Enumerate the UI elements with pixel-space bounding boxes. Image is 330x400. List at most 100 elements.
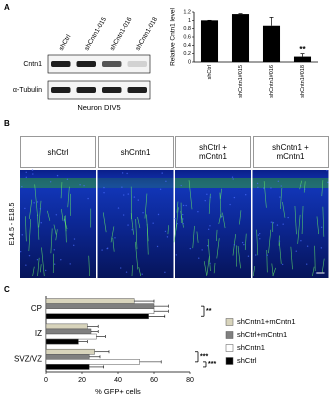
nucleus-dot	[189, 247, 192, 250]
nucleus-dot	[233, 196, 236, 199]
nucleus-dot	[221, 215, 223, 218]
nucleus-dot	[259, 232, 261, 235]
neuron-process	[220, 188, 222, 199]
nucleus-dot	[21, 185, 23, 188]
nucleus-dot	[279, 196, 281, 198]
nucleus-dot	[131, 229, 133, 231]
blot-band	[127, 61, 147, 67]
blot-band	[102, 87, 122, 93]
neuron-process	[271, 263, 274, 277]
cortical-plate	[20, 178, 96, 188]
x-tick-label: 60	[150, 377, 158, 384]
legend-swatch	[225, 318, 234, 326]
nucleus-dot	[185, 204, 187, 207]
nucleus-dot	[19, 250, 22, 253]
nucleus-dot	[63, 219, 66, 222]
neuron-process	[321, 180, 324, 197]
nucleus-dot	[122, 214, 125, 216]
neuron-process	[144, 193, 148, 219]
nucleus-dot	[270, 187, 272, 189]
nucleus-dot	[117, 207, 120, 209]
bar	[293, 56, 312, 62]
column-header: shCtrl + mCntn1	[175, 136, 251, 168]
bar	[45, 359, 140, 365]
nucleus-dot	[206, 193, 208, 195]
bar	[45, 313, 149, 320]
tissue-image	[97, 170, 174, 278]
neuron-process	[88, 255, 90, 277]
nucleus-dot	[55, 214, 58, 216]
lane-label: shCntn1-018	[134, 16, 159, 52]
neuron-process	[175, 207, 179, 231]
neuron-process	[38, 200, 42, 228]
nucleus-dot	[247, 255, 250, 257]
blot-band	[51, 87, 71, 93]
neuron-process	[41, 247, 45, 277]
neuron-process	[290, 246, 293, 270]
nucleus-dot	[126, 172, 128, 175]
neuron-process	[65, 215, 67, 243]
nucleus-dot	[164, 271, 166, 274]
neuron-process	[237, 246, 241, 269]
nucleus-dot	[256, 182, 259, 185]
neuron-process	[203, 261, 208, 277]
blot-strip	[47, 54, 151, 74]
neuron-process	[50, 228, 53, 254]
bar	[200, 20, 219, 62]
y-tick-label: 0.4	[183, 43, 191, 49]
y-tick-label: 0.6	[183, 34, 191, 40]
nucleus-dot	[180, 184, 182, 187]
legend-swatch	[225, 331, 234, 339]
bar	[45, 338, 79, 345]
neuron-process	[135, 241, 139, 270]
lane-label: shCntn1-016	[109, 16, 134, 52]
nucleus-dot	[259, 238, 261, 240]
nucleus-dot	[306, 263, 308, 265]
nucleus-dot	[304, 188, 306, 190]
nucleus-dot	[197, 211, 199, 213]
x-tick-label: shCtrl	[207, 65, 213, 79]
lane-label: shCtrl	[58, 33, 73, 52]
neuron-process	[53, 224, 57, 235]
nucleus-dot	[201, 249, 203, 251]
neuron-process	[135, 219, 138, 250]
neuron-process	[252, 266, 256, 277]
neuron-process	[34, 184, 38, 216]
nucleus-dot	[21, 234, 23, 236]
nucleus-dot	[276, 224, 279, 226]
cortical-plate	[175, 178, 251, 188]
bar	[45, 364, 90, 370]
y-tick-label: 0.2	[183, 51, 191, 57]
panel-label: C	[4, 285, 10, 294]
nucleus-dot	[133, 196, 136, 198]
neuron-process	[322, 206, 325, 237]
blot-strip	[47, 80, 151, 100]
y-tick-label: 1.2	[183, 9, 191, 15]
nucleus-dot	[327, 181, 329, 184]
row-label: α-Tubulin	[13, 87, 42, 94]
nucleus-dot	[287, 216, 289, 219]
nucleus-dot	[123, 194, 125, 196]
nucleus-dot	[182, 222, 184, 225]
significance: **	[206, 308, 212, 315]
nucleus-dot	[83, 185, 85, 187]
nucleus-dot	[114, 237, 116, 239]
y-tick-label: CP	[31, 304, 42, 313]
bar	[262, 25, 281, 62]
nucleus-dot	[31, 169, 34, 171]
neuron-process	[280, 187, 283, 209]
nucleus-dot	[174, 217, 176, 220]
nucleus-dot	[49, 181, 52, 183]
nucleus-dot	[295, 250, 297, 252]
nucleus-dot	[36, 258, 39, 261]
bar	[45, 328, 92, 335]
neuron-process	[314, 245, 316, 271]
column-header: shCtrl	[20, 136, 96, 168]
neuron-process	[61, 209, 64, 221]
x-tick-label: 80	[186, 377, 194, 384]
nucleus-dot	[40, 222, 42, 224]
y-axis-label: Relative Cntn1 level	[170, 8, 177, 66]
nucleus-dot	[198, 257, 200, 259]
nucleus-dot	[103, 186, 105, 189]
neuron-process	[219, 192, 222, 218]
